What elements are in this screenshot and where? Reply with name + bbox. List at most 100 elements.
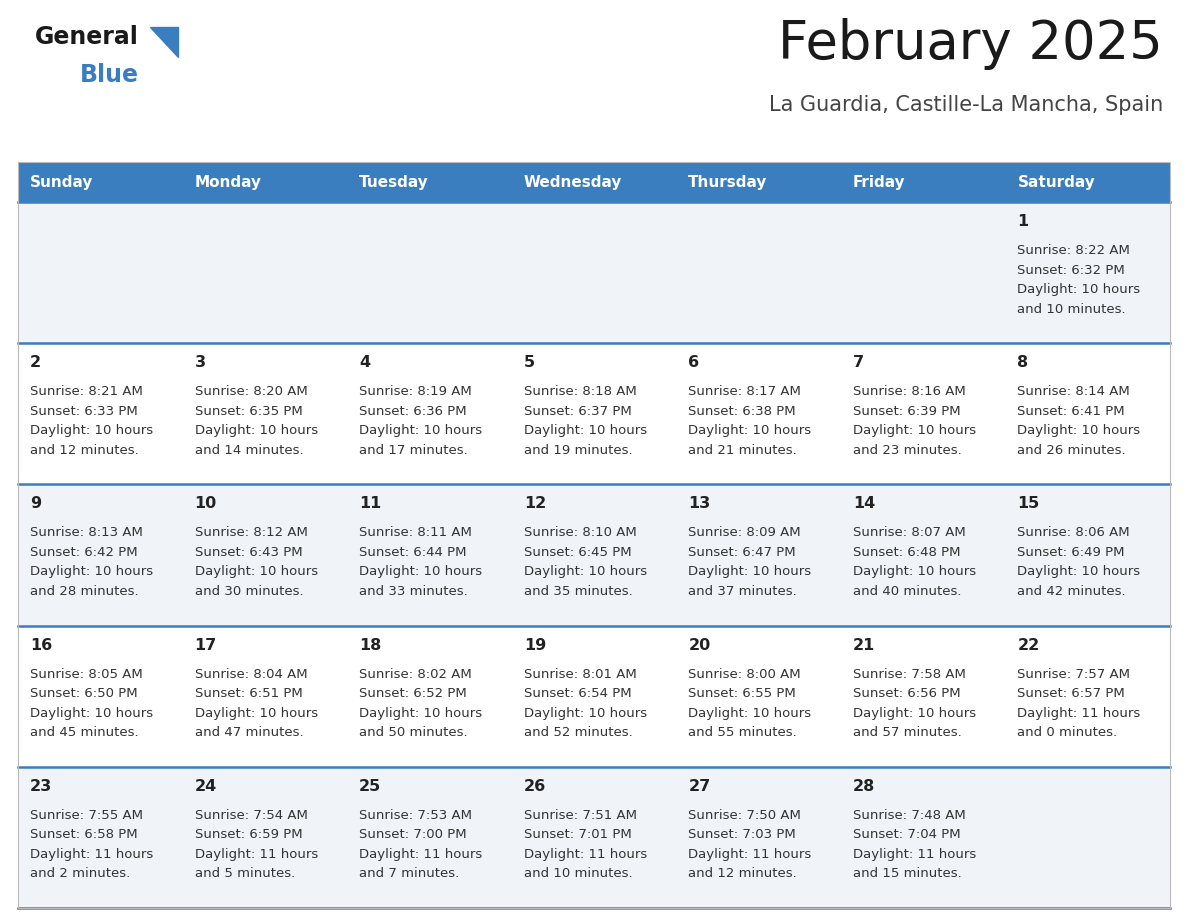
Text: Sunset: 6:55 PM: Sunset: 6:55 PM (688, 687, 796, 700)
Text: Sunrise: 8:22 AM: Sunrise: 8:22 AM (1017, 244, 1130, 257)
Text: Daylight: 10 hours: Daylight: 10 hours (524, 707, 646, 720)
Text: Sunset: 6:54 PM: Sunset: 6:54 PM (524, 687, 631, 700)
Text: 7: 7 (853, 355, 864, 370)
Text: and 12 minutes.: and 12 minutes. (688, 868, 797, 880)
Text: Friday: Friday (853, 174, 905, 189)
Text: Sunrise: 8:14 AM: Sunrise: 8:14 AM (1017, 386, 1130, 398)
Bar (18, 625, 1170, 767)
Text: and 55 minutes.: and 55 minutes. (688, 726, 797, 739)
Text: Sunrise: 7:50 AM: Sunrise: 7:50 AM (688, 809, 801, 822)
Text: Daylight: 10 hours: Daylight: 10 hours (1017, 565, 1140, 578)
Text: Sunset: 6:37 PM: Sunset: 6:37 PM (524, 405, 632, 418)
Text: Daylight: 10 hours: Daylight: 10 hours (359, 565, 482, 578)
Text: 21: 21 (853, 638, 876, 653)
Text: Sunrise: 7:48 AM: Sunrise: 7:48 AM (853, 809, 966, 822)
Text: Sunset: 6:32 PM: Sunset: 6:32 PM (1017, 263, 1125, 276)
Text: 2: 2 (30, 355, 42, 370)
Text: Sunset: 6:48 PM: Sunset: 6:48 PM (853, 546, 960, 559)
Text: Daylight: 10 hours: Daylight: 10 hours (1017, 283, 1140, 296)
Text: Sunset: 6:43 PM: Sunset: 6:43 PM (195, 546, 302, 559)
Text: Daylight: 10 hours: Daylight: 10 hours (524, 565, 646, 578)
Text: Sunrise: 8:00 AM: Sunrise: 8:00 AM (688, 667, 801, 680)
Text: February 2025: February 2025 (778, 18, 1163, 70)
Text: 27: 27 (688, 778, 710, 794)
Bar (1005, 162, 1170, 202)
Text: 5: 5 (524, 355, 535, 370)
Text: La Guardia, Castille-La Mancha, Spain: La Guardia, Castille-La Mancha, Spain (769, 95, 1163, 115)
Text: Daylight: 10 hours: Daylight: 10 hours (688, 424, 811, 437)
Text: Daylight: 11 hours: Daylight: 11 hours (1017, 707, 1140, 720)
Text: and 57 minutes.: and 57 minutes. (853, 726, 961, 739)
Text: Sunrise: 7:51 AM: Sunrise: 7:51 AM (524, 809, 637, 822)
Text: 13: 13 (688, 497, 710, 511)
Text: and 45 minutes.: and 45 minutes. (30, 726, 139, 739)
Text: Monday: Monday (195, 174, 261, 189)
Text: Sunset: 6:41 PM: Sunset: 6:41 PM (1017, 405, 1125, 418)
Text: and 28 minutes.: and 28 minutes. (30, 585, 139, 598)
Text: Sunset: 6:35 PM: Sunset: 6:35 PM (195, 405, 302, 418)
Text: Sunrise: 8:10 AM: Sunrise: 8:10 AM (524, 526, 637, 540)
Text: Daylight: 10 hours: Daylight: 10 hours (30, 707, 153, 720)
Text: Daylight: 10 hours: Daylight: 10 hours (853, 565, 977, 578)
Text: Sunrise: 8:17 AM: Sunrise: 8:17 AM (688, 386, 801, 398)
Text: 18: 18 (359, 638, 381, 653)
Text: Thursday: Thursday (688, 174, 767, 189)
Bar (183, 162, 347, 202)
Text: Daylight: 10 hours: Daylight: 10 hours (524, 424, 646, 437)
Text: Sunset: 6:57 PM: Sunset: 6:57 PM (1017, 687, 1125, 700)
Text: Sunrise: 8:12 AM: Sunrise: 8:12 AM (195, 526, 308, 540)
Text: Daylight: 10 hours: Daylight: 10 hours (359, 707, 482, 720)
Text: Daylight: 10 hours: Daylight: 10 hours (195, 565, 317, 578)
Text: and 35 minutes.: and 35 minutes. (524, 585, 632, 598)
Text: Sunset: 6:44 PM: Sunset: 6:44 PM (359, 546, 467, 559)
Text: Sunrise: 8:05 AM: Sunrise: 8:05 AM (30, 667, 143, 680)
Text: Sunrise: 8:13 AM: Sunrise: 8:13 AM (30, 526, 143, 540)
Bar (18, 343, 1170, 485)
Text: Daylight: 10 hours: Daylight: 10 hours (359, 424, 482, 437)
Text: Sunset: 6:39 PM: Sunset: 6:39 PM (853, 405, 960, 418)
Text: Sunrise: 8:02 AM: Sunrise: 8:02 AM (359, 667, 472, 680)
Text: Sunrise: 8:09 AM: Sunrise: 8:09 AM (688, 526, 801, 540)
Bar (347, 162, 512, 202)
Text: Sunset: 6:38 PM: Sunset: 6:38 PM (688, 405, 796, 418)
Text: and 37 minutes.: and 37 minutes. (688, 585, 797, 598)
Bar (18, 162, 183, 202)
Text: and 10 minutes.: and 10 minutes. (524, 868, 632, 880)
Text: Sunset: 6:33 PM: Sunset: 6:33 PM (30, 405, 138, 418)
Text: and 23 minutes.: and 23 minutes. (853, 443, 961, 456)
Text: Sunset: 6:59 PM: Sunset: 6:59 PM (195, 828, 302, 841)
Text: Sunrise: 8:16 AM: Sunrise: 8:16 AM (853, 386, 966, 398)
Text: and 17 minutes.: and 17 minutes. (359, 443, 468, 456)
Text: Daylight: 11 hours: Daylight: 11 hours (524, 848, 647, 861)
Text: Daylight: 11 hours: Daylight: 11 hours (359, 848, 482, 861)
Text: Sunset: 7:01 PM: Sunset: 7:01 PM (524, 828, 632, 841)
Text: 28: 28 (853, 778, 876, 794)
Bar (18, 202, 1170, 343)
Text: Sunset: 6:45 PM: Sunset: 6:45 PM (524, 546, 631, 559)
Text: and 15 minutes.: and 15 minutes. (853, 868, 961, 880)
Text: and 26 minutes.: and 26 minutes. (1017, 443, 1126, 456)
Text: Sunset: 6:42 PM: Sunset: 6:42 PM (30, 546, 138, 559)
Text: and 47 minutes.: and 47 minutes. (195, 726, 303, 739)
Text: Sunrise: 8:04 AM: Sunrise: 8:04 AM (195, 667, 308, 680)
Text: Sunset: 6:50 PM: Sunset: 6:50 PM (30, 687, 138, 700)
Text: Wednesday: Wednesday (524, 174, 623, 189)
Text: 26: 26 (524, 778, 546, 794)
Text: Sunrise: 7:53 AM: Sunrise: 7:53 AM (359, 809, 472, 822)
Text: and 19 minutes.: and 19 minutes. (524, 443, 632, 456)
Text: and 21 minutes.: and 21 minutes. (688, 443, 797, 456)
Text: 4: 4 (359, 355, 371, 370)
Text: 9: 9 (30, 497, 42, 511)
Text: Daylight: 10 hours: Daylight: 10 hours (853, 707, 977, 720)
Bar (18, 162, 1170, 908)
Text: 8: 8 (1017, 355, 1029, 370)
Text: Daylight: 10 hours: Daylight: 10 hours (30, 424, 153, 437)
Text: 16: 16 (30, 638, 52, 653)
Text: 15: 15 (1017, 497, 1040, 511)
Text: Daylight: 10 hours: Daylight: 10 hours (1017, 424, 1140, 437)
Text: Blue: Blue (80, 63, 139, 87)
Text: Sunrise: 8:19 AM: Sunrise: 8:19 AM (359, 386, 472, 398)
Text: and 7 minutes.: and 7 minutes. (359, 868, 460, 880)
Text: 17: 17 (195, 638, 217, 653)
Text: Saturday: Saturday (1017, 174, 1095, 189)
